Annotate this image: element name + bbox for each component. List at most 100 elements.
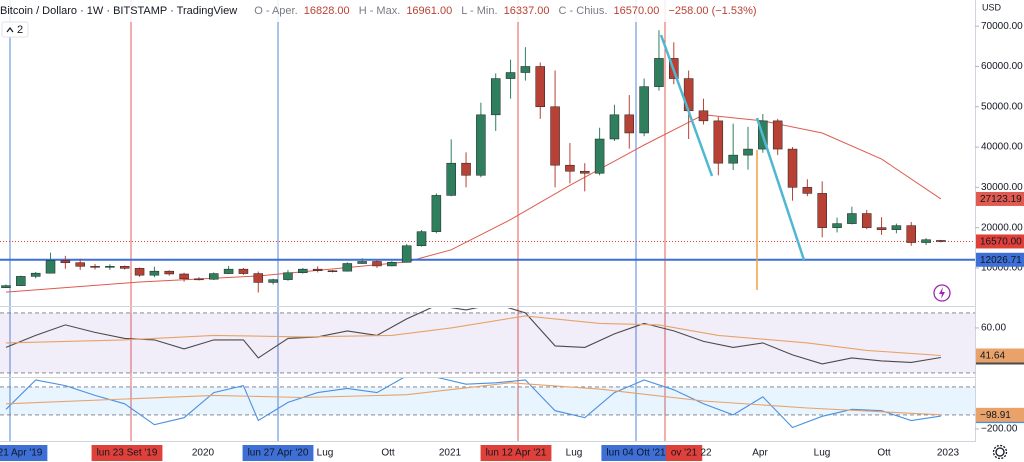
candle-body: [609, 114, 620, 140]
x-tick-label: lun 12 Apr '21: [486, 448, 547, 459]
candle-body: [357, 261, 367, 264]
candle-body: [194, 278, 204, 281]
candle-body: [698, 110, 709, 122]
candle-body: [75, 262, 85, 267]
candle-body: [817, 193, 827, 228]
candle-body: [342, 263, 353, 272]
x-tick-label: Ott: [381, 448, 395, 459]
indicator-line: [5, 382, 941, 416]
x-tick-label: 21 Apr '19: [0, 448, 43, 459]
x-tick-label: lun 27 Apr '20: [248, 448, 309, 459]
candle-body: [876, 227, 887, 230]
candle-body: [223, 268, 234, 274]
ohlc-label: H - Max.: [359, 5, 401, 17]
x-tick-label: Lug: [566, 448, 583, 459]
x-highlight: [665, 445, 703, 461]
price-tag-label: −98.91: [980, 410, 1011, 421]
candle-body: [594, 138, 605, 174]
settings-icon[interactable]: [995, 447, 1005, 457]
candle-body: [713, 120, 724, 164]
candle-body: [401, 245, 412, 263]
ohlc-label: L - Min.: [461, 5, 497, 17]
candle-body: [372, 261, 382, 267]
candle-body: [906, 225, 916, 243]
indicators-toggle-box[interactable]: [1, 21, 29, 38]
x-tick-label: Ott: [877, 448, 891, 459]
candle-body: [209, 273, 219, 280]
price-tag-label: 12026.71: [980, 255, 1022, 266]
candle-body: [1, 285, 11, 288]
price-axis: [975, 0, 1024, 462]
candle-body: [654, 58, 664, 87]
price-tag: [976, 348, 1024, 363]
candle-body: [446, 162, 456, 196]
unit-label: USD: [982, 2, 1002, 12]
candle-body: [134, 268, 145, 276]
candle-body: [431, 195, 442, 232]
chevron: [6, 27, 14, 33]
x-highlight: [242, 445, 314, 461]
candle-body: [490, 78, 501, 116]
price-tag-label: 16570.00: [980, 237, 1022, 248]
candle-body: [238, 268, 249, 274]
candle-body: [60, 260, 71, 263]
ohlc-value: 16570.00: [614, 5, 660, 17]
candle-body: [505, 72, 516, 79]
candle-body: [298, 268, 308, 274]
candle-body: [921, 239, 931, 243]
x-tick-label: ov '21: [671, 448, 698, 459]
drawings: [659, 34, 951, 302]
band-fill: [0, 312, 975, 373]
x-tick-label: Lug: [814, 448, 831, 459]
indicators-toggle[interactable]: 2: [1, 21, 29, 38]
candle-body: [105, 266, 115, 268]
price-tag-label: 41.64: [980, 351, 1005, 362]
x-tick-label: lun 23 Set '19: [97, 448, 158, 459]
candle-body: [476, 114, 486, 176]
x-highlight: [0, 445, 48, 461]
y-tick-label: 60000.00: [981, 61, 1023, 72]
axes: 10000.00 20000.00 30000.00 40000.00 50000.00…: [975, 21, 1024, 435]
candle-body: [283, 272, 293, 280]
candle-body: [268, 279, 278, 283]
y-tick-label: 30000.00: [981, 182, 1023, 193]
indicator-line: [5, 378, 941, 429]
settings-button[interactable]: [992, 444, 1008, 460]
indicator-line: [5, 315, 941, 357]
candle-body: [787, 148, 798, 188]
candle-body: [16, 276, 26, 286]
candle-body: [253, 273, 264, 283]
x-highlight: [91, 445, 163, 461]
trend-line: [755, 117, 806, 261]
settings-area: [975, 442, 1024, 462]
candle-body: [90, 266, 100, 268]
y-tick-label: 60.00: [981, 323, 1006, 334]
candle-body: [772, 120, 783, 150]
event-icon-bolt: [939, 287, 945, 299]
candle-body: [861, 213, 872, 228]
indicator-pane: [0, 308, 975, 374]
header-bg: [0, 0, 770, 22]
ohlc-label: C - Chius.: [559, 5, 608, 17]
price-tag: [976, 234, 1024, 249]
y-tick-label: −200.00: [981, 424, 1018, 435]
price-tag: [976, 407, 1024, 422]
candle-body: [179, 273, 189, 280]
candle-body: [535, 66, 545, 108]
candle-body: [832, 223, 842, 228]
candle-body: [565, 164, 575, 172]
candle-body: [728, 154, 738, 164]
indicator-pane: [0, 378, 975, 429]
indicator-line: [5, 308, 941, 365]
candle-body: [312, 268, 323, 272]
candle-body: [802, 187, 813, 194]
x-tick-label: Apr: [752, 448, 768, 459]
candle-body: [149, 270, 160, 276]
x-tick-label: 22: [700, 448, 712, 459]
candle-body: [936, 240, 946, 242]
y-tick-label: 50000.00: [981, 101, 1023, 112]
x-tick-label: Lug: [317, 448, 334, 459]
x-tick-label: 2023: [937, 448, 960, 459]
candle-body: [416, 231, 427, 247]
candle-body: [30, 272, 41, 277]
